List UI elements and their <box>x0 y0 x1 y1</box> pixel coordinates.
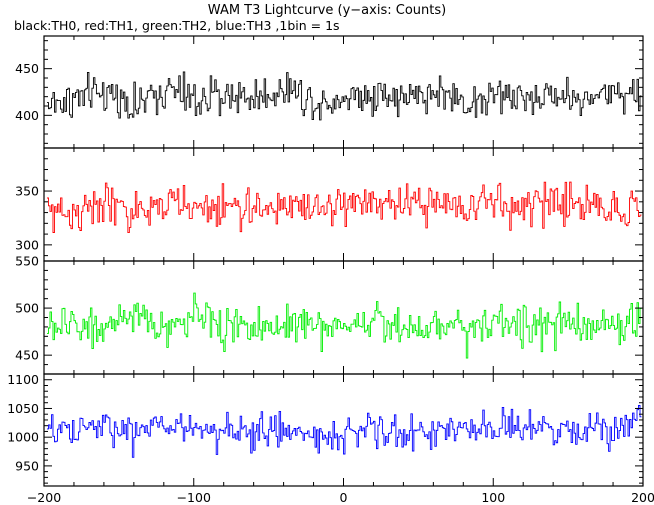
chart-subtitle: black:TH0, red:TH1, green:TH2, blue:TH3 … <box>14 18 340 33</box>
x-tick-label: 0 <box>340 490 348 505</box>
y-tick-label: 550 <box>15 254 39 269</box>
x-tick-label: −100 <box>177 490 211 505</box>
series-line-th0 <box>46 71 642 121</box>
series-line-th3 <box>46 405 642 458</box>
y-tick-label: 950 <box>15 458 39 473</box>
y-tick-label: 500 <box>15 301 39 316</box>
y-tick-label: 400 <box>15 108 39 123</box>
y-tick-label: 1100 <box>7 372 39 387</box>
y-tick-label: 1050 <box>7 401 39 416</box>
y-tick-label: 450 <box>15 348 39 363</box>
panel-th1: 300 350 <box>15 147 644 262</box>
x-tick-label: −200 <box>27 490 61 505</box>
x-tick-label: 100 <box>481 490 505 505</box>
panel-th2: 450 500 550 <box>15 254 644 375</box>
y-tick-label: 350 <box>15 184 39 199</box>
panel-th0: 400 450 <box>15 35 644 149</box>
y-tick-label: 450 <box>15 61 39 76</box>
panel-th3: 950 1000 1050 1100 <box>7 372 644 487</box>
y-tick-label: 300 <box>15 237 39 252</box>
x-tick-label: 200 <box>631 490 654 505</box>
chart-title: WAM T3 Lightcurve (y−axis: Counts) <box>208 3 446 18</box>
plot-area: 400450300350450500550950100010501100−200… <box>7 35 654 505</box>
y-tick-label: 1000 <box>7 430 39 445</box>
series-line-th2 <box>46 292 642 359</box>
series-line-th1 <box>46 181 642 234</box>
